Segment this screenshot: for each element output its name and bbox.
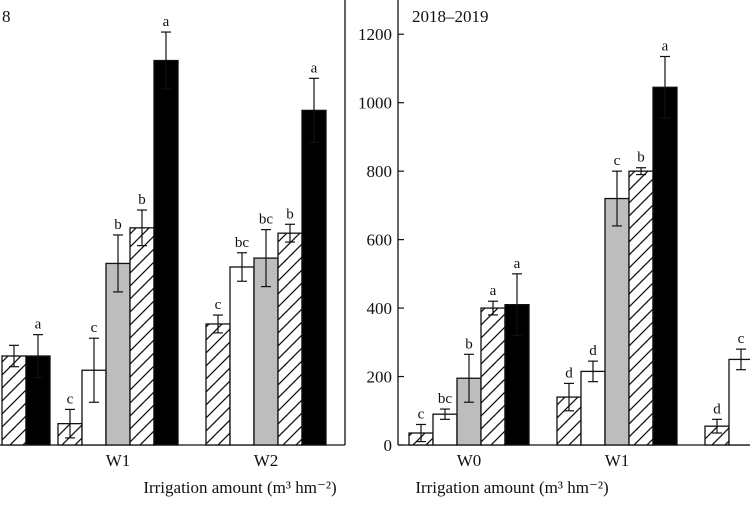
significance-label: bc — [235, 235, 250, 251]
chart-panel-right: 0200400600800100012002018–2019cbcbaaW0dd… — [358, 0, 750, 497]
y-tick-label: 1200 — [358, 25, 392, 44]
x-axis-title: Irrigation amount (m³ hm⁻²) — [415, 478, 608, 497]
bar — [277, 232, 303, 446]
significance-label: c — [738, 331, 745, 347]
significance-label: a — [35, 317, 42, 333]
bar — [129, 227, 155, 446]
significance-label: d — [589, 343, 597, 359]
significance-label: c — [67, 391, 74, 407]
significance-label: a — [514, 256, 521, 272]
bar — [253, 257, 279, 446]
significance-label: bc — [438, 391, 453, 407]
significance-label: d — [713, 401, 721, 417]
bar — [229, 266, 255, 446]
x-category-label: W0 — [457, 451, 482, 470]
bar — [728, 358, 750, 446]
significance-label: b — [138, 192, 146, 208]
y-tick-label: 600 — [367, 231, 393, 250]
bar — [604, 197, 630, 446]
significance-label: a — [163, 14, 170, 30]
x-category-label: W1 — [106, 451, 131, 470]
significance-label: a — [311, 60, 318, 76]
y-tick-label: 200 — [367, 368, 393, 387]
bar — [628, 170, 654, 446]
significance-label: c — [418, 406, 425, 422]
significance-label: d — [565, 365, 573, 381]
x-category-label: W2 — [254, 451, 279, 470]
y-tick-label: 400 — [367, 299, 393, 318]
x-axis-title: Irrigation amount (m³ hm⁻²) — [143, 478, 336, 497]
panel-title: 8 — [2, 7, 11, 26]
bar — [205, 323, 231, 446]
bar — [153, 59, 179, 446]
significance-label: bc — [259, 212, 274, 228]
significance-label: c — [614, 153, 621, 169]
significance-label: a — [490, 283, 497, 299]
significance-label: a — [662, 38, 669, 54]
y-tick-label: 1000 — [358, 94, 392, 113]
significance-label: b — [637, 150, 645, 166]
significance-label: c — [91, 320, 98, 336]
significance-label: c — [215, 297, 222, 313]
bar — [301, 109, 327, 446]
x-category-label: W1 — [605, 451, 630, 470]
bar — [580, 370, 606, 446]
bar — [652, 86, 678, 446]
y-tick-label: 0 — [384, 436, 393, 455]
significance-label: b — [114, 217, 122, 233]
y-tick-label: 800 — [367, 162, 393, 181]
panel-title: 2018–2019 — [412, 7, 489, 26]
significance-label: b — [465, 336, 473, 352]
bar — [1, 355, 27, 446]
bar — [480, 307, 506, 446]
significance-label: b — [286, 206, 294, 222]
